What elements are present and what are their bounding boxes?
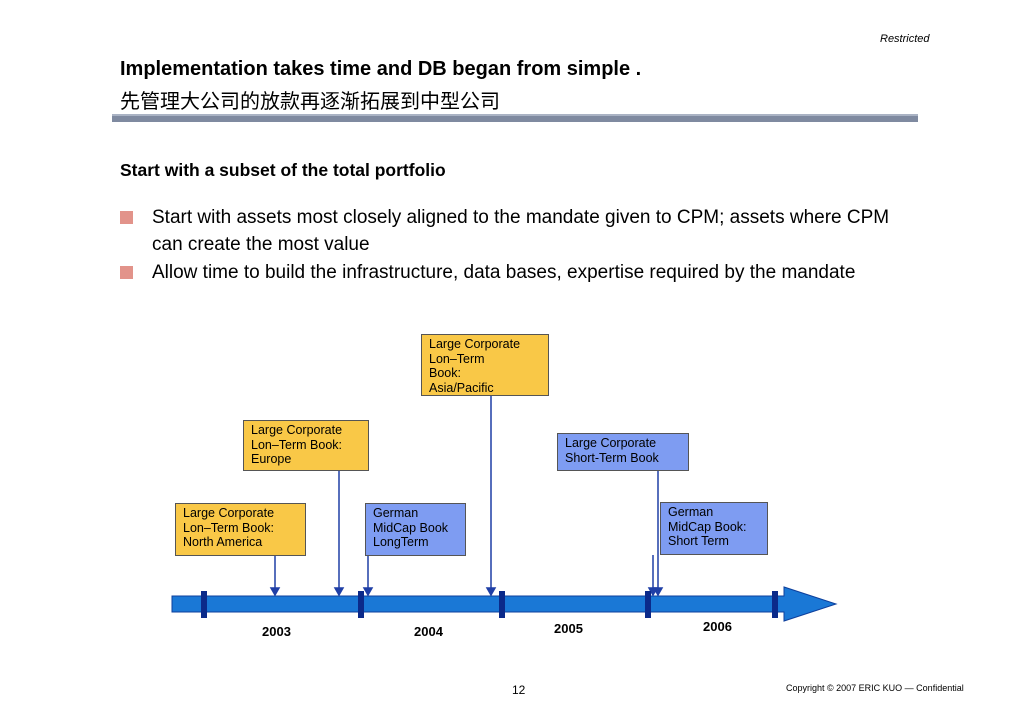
slide-title: Implementation takes time and DB began f… xyxy=(120,58,642,80)
section-heading: Start with a subset of the total portfol… xyxy=(120,160,446,180)
year-label: 2005 xyxy=(554,621,583,636)
box-large-corporate-short-term: Large Corporate Short-Term Book xyxy=(557,433,689,471)
timeline-tick xyxy=(499,591,505,618)
year-label: 2004 xyxy=(414,624,443,639)
bullet-text: Start with assets most closely aligned t… xyxy=(152,207,890,255)
bullet-square-icon xyxy=(120,266,133,279)
title-divider xyxy=(112,114,918,122)
bullet-square-icon xyxy=(120,211,133,224)
box-german-midcap-short-term: German MidCap Book: Short Term xyxy=(660,502,768,555)
restricted-label: Restricted xyxy=(880,33,930,45)
box-german-midcap-long-term: German MidCap Book LongTerm xyxy=(365,503,466,556)
box-large-corporate-north-america: Large Corporate Lon–Term Book: North Ame… xyxy=(175,503,306,556)
page-number: 12 xyxy=(512,683,526,697)
box-large-corporate-asia-pacific: Large Corporate Lon–Term Book: Asia/Paci… xyxy=(421,334,549,396)
year-label: 2003 xyxy=(262,624,291,639)
slide-subtitle-chinese: 先管理大公司的放款再逐渐拓展到中型公司 xyxy=(120,89,500,113)
timeline-tick xyxy=(772,591,778,618)
bullet-text: Allow time to build the infrastructure, … xyxy=(152,262,856,283)
box-large-corporate-europe: Large Corporate Lon–Term Book: Europe xyxy=(243,420,369,471)
timeline-tick xyxy=(358,591,364,618)
timeline-tick xyxy=(645,591,651,618)
bullet-item: Start with assets most closely aligned t… xyxy=(120,204,900,258)
copyright-notice: Copyright © 2007 ERIC KUO — Confidential xyxy=(786,683,964,693)
year-label: 2006 xyxy=(703,619,732,634)
title-divider-highlight xyxy=(112,114,918,116)
bullet-item: Allow time to build the infrastructure, … xyxy=(120,259,900,313)
timeline-tick xyxy=(201,591,207,618)
